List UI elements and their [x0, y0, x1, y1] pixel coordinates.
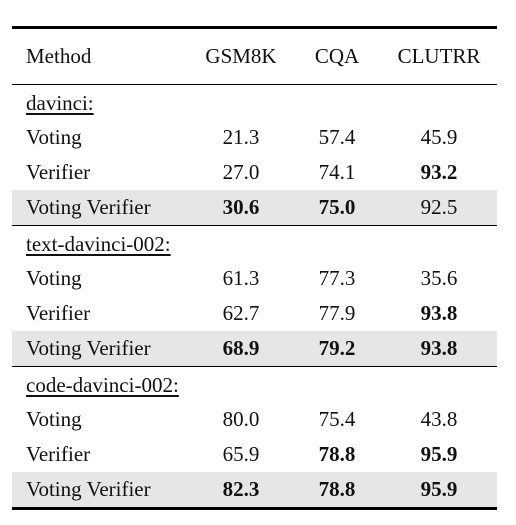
cqa-cell: 74.1	[318, 160, 356, 184]
cqa-cell: 75.4	[318, 407, 356, 431]
clutrr-cell: 93.2	[420, 160, 458, 184]
table-body: davinci: Voting 21.3 57.4 45.9 Verifier 27.0 74…	[12, 85, 497, 507]
group-rule	[12, 366, 497, 367]
method-cell: Verifier	[26, 442, 91, 466]
method-cell: Voting Verifier	[26, 336, 151, 360]
gsm8k-cell: 65.9	[222, 442, 260, 466]
gsm8k-cell: 27.0	[222, 160, 260, 184]
clutrr-cell: 93.8	[420, 301, 458, 325]
header-gsm8k: GSM8K	[205, 44, 277, 68]
method-cell: Voting Verifier	[26, 195, 151, 219]
top-rule	[12, 26, 497, 29]
gsm8k-cell: 21.3	[222, 125, 260, 149]
cqa-cell: 77.3	[318, 266, 356, 290]
cqa-cell: 78.8	[318, 477, 356, 501]
clutrr-cell: 95.9	[420, 477, 458, 501]
table-row: Verifier 62.7 77.9 93.8	[12, 296, 497, 331]
header-method: Method	[26, 44, 92, 68]
cqa-cell: 77.9	[318, 301, 356, 325]
gsm8k-cell: 80.0	[222, 407, 260, 431]
group-header: davinci:	[12, 85, 497, 120]
gsm8k-cell: 62.7	[222, 301, 260, 325]
method-cell: Voting	[26, 125, 82, 149]
group-rule	[12, 225, 497, 226]
group-label: code-davinci-002:	[26, 373, 179, 397]
clutrr-cell: 95.9	[420, 442, 458, 466]
group-label: davinci:	[26, 91, 94, 115]
group-header: code-davinci-002:	[12, 367, 497, 402]
header-cqa: CQA	[314, 44, 360, 68]
cqa-cell: 57.4	[318, 125, 356, 149]
table-row: Voting 61.3 77.3 35.6	[12, 261, 497, 296]
header-clutrr: CLUTRR	[397, 44, 481, 68]
group-label: text-davinci-002:	[26, 232, 171, 256]
cqa-cell: 78.8	[318, 442, 356, 466]
gsm8k-cell: 30.6	[222, 195, 260, 219]
table-row: Voting Verifier 82.3 78.8 95.9	[12, 472, 497, 507]
header-rule	[12, 84, 497, 85]
results-table: Method GSM8K CQA CLUTRR davinci: Voting 21…	[12, 26, 497, 510]
method-cell: Verifier	[26, 301, 91, 325]
method-cell: Verifier	[26, 160, 91, 184]
clutrr-cell: 35.6	[420, 266, 458, 290]
table-row: Voting 80.0 75.4 43.8	[12, 402, 497, 437]
method-cell: Voting Verifier	[26, 477, 151, 501]
clutrr-cell: 45.9	[420, 125, 458, 149]
clutrr-cell: 43.8	[420, 407, 458, 431]
group-header: text-davinci-002:	[12, 226, 497, 261]
method-cell: Voting	[26, 407, 82, 431]
bottom-rule	[12, 507, 497, 510]
clutrr-cell: 93.8	[420, 336, 458, 360]
table-row: Voting 21.3 57.4 45.9	[12, 120, 497, 155]
method-cell: Voting	[26, 266, 82, 290]
table-row: Voting Verifier 68.9 79.2 93.8	[12, 331, 497, 366]
cqa-cell: 79.2	[318, 336, 356, 360]
table-row: Verifier 65.9 78.8 95.9	[12, 437, 497, 472]
gsm8k-cell: 61.3	[222, 266, 260, 290]
table-row: Voting Verifier 30.6 75.0 92.5	[12, 190, 497, 225]
clutrr-cell: 92.5	[420, 195, 458, 219]
gsm8k-cell: 82.3	[222, 477, 260, 501]
cqa-cell: 75.0	[318, 195, 356, 219]
table-row: Verifier 27.0 74.1 93.2	[12, 155, 497, 190]
gsm8k-cell: 68.9	[222, 336, 260, 360]
header-row: Method GSM8K CQA CLUTRR	[12, 29, 497, 84]
